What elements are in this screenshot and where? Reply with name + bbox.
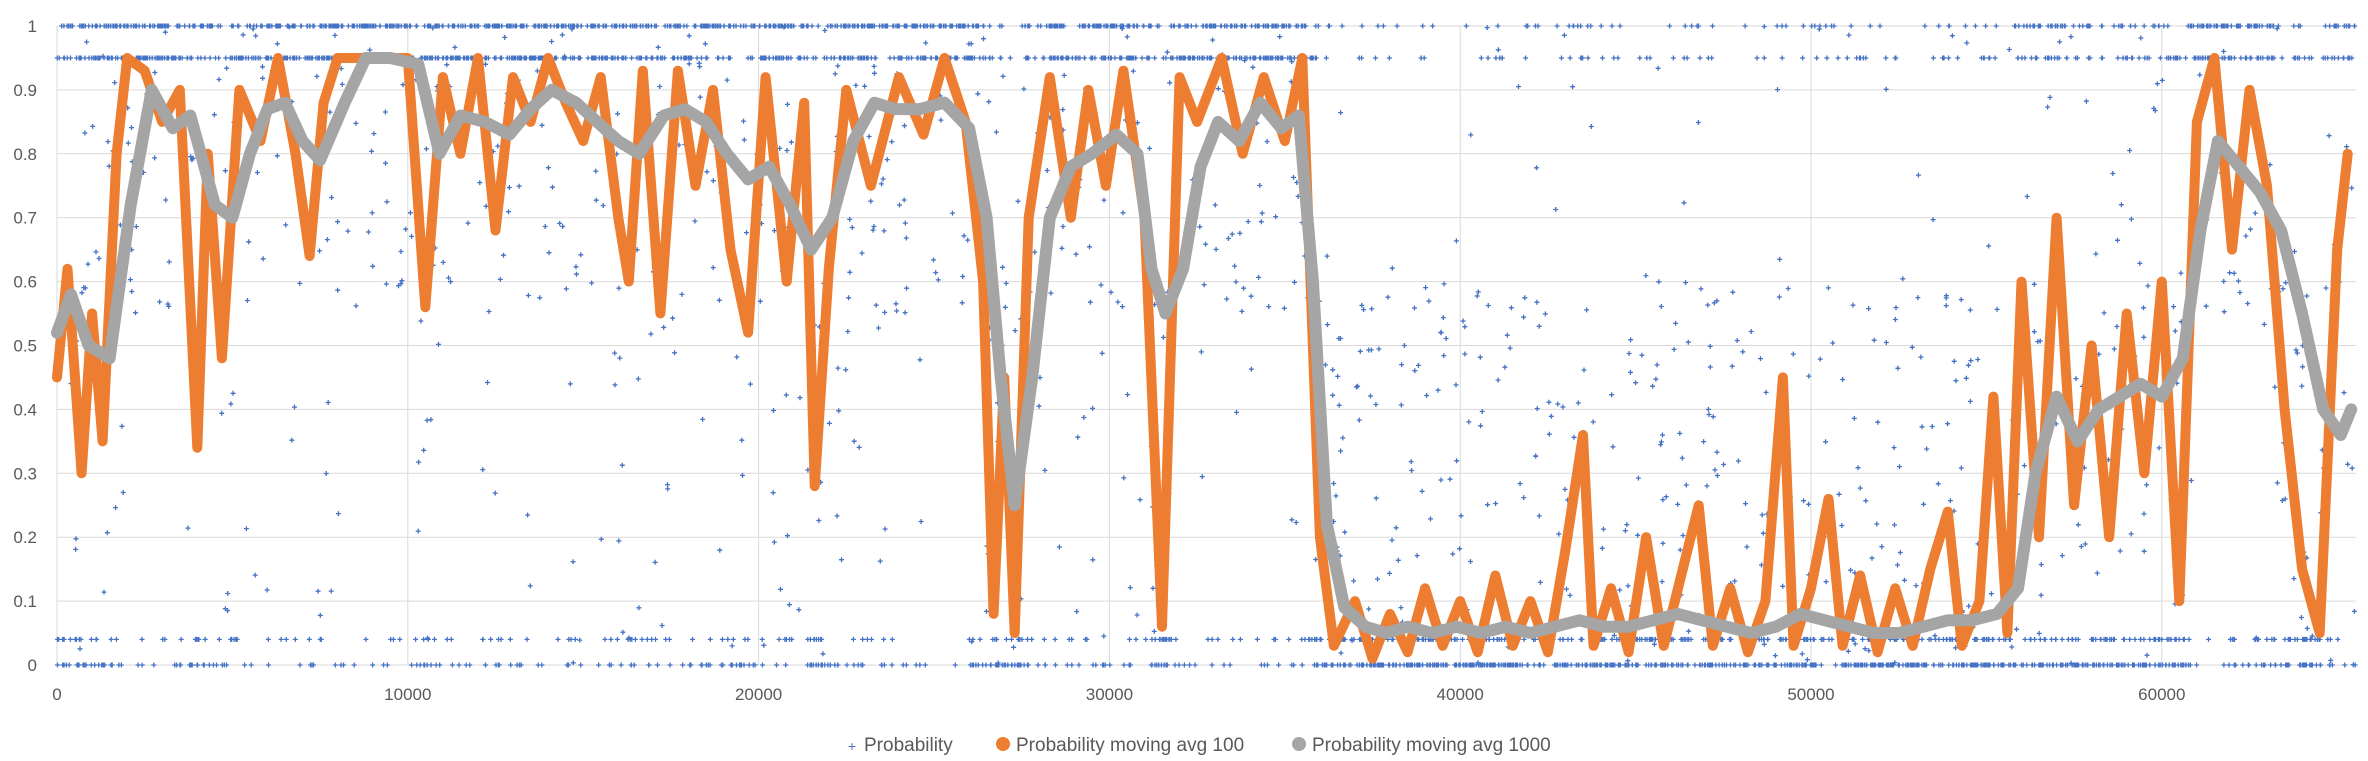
y-tick-label: 1	[28, 17, 37, 36]
y-axis-ticks: 0 0.1 0.2 0.3 0.4 0.5 0.6 0.7 0.8 0.9 1	[13, 17, 37, 675]
y-tick-label: 0.4	[13, 400, 37, 419]
y-tick-label: 0.1	[13, 592, 37, 611]
y-tick-label: 0.7	[13, 209, 37, 228]
legend-item-probability[interactable]: + Probability	[848, 735, 953, 756]
x-tick-label: 40000	[1437, 685, 1484, 704]
line-moving-avg-100	[52, 53, 2353, 664]
x-tick-label: 0	[52, 685, 61, 704]
legend-item-moving-avg-100[interactable]: Probability moving avg 100	[996, 735, 1244, 756]
y-tick-label: 0.8	[13, 145, 37, 164]
legend-label-moving-avg-100: Probability moving avg 100	[1016, 735, 1244, 756]
y-tick-label: 0.6	[13, 273, 37, 292]
y-tick-label: 0.9	[13, 81, 37, 100]
x-tick-label: 50000	[1787, 685, 1834, 704]
legend-label-moving-avg-1000: Probability moving avg 1000	[1312, 735, 1551, 756]
y-tick-label: 0.2	[13, 528, 37, 547]
series-moving-avg-1000	[51, 52, 2358, 639]
legend-marker-moving-avg-100	[996, 737, 1010, 751]
x-tick-label: 30000	[1086, 685, 1133, 704]
y-tick-label: 0	[28, 656, 37, 675]
x-tick-label: 10000	[384, 685, 431, 704]
legend-marker-moving-avg-1000	[1292, 737, 1306, 751]
x-axis-ticks: 0 10000 20000 30000 40000 50000 60000	[52, 685, 2185, 704]
legend-item-moving-avg-1000[interactable]: Probability moving avg 1000	[1292, 735, 1551, 756]
legend-marker-probability: +	[848, 738, 856, 754]
line-moving-avg-1000	[51, 52, 2358, 639]
y-tick-label: 0.3	[13, 464, 37, 483]
y-tick-label: 0.5	[13, 337, 37, 356]
legend: + Probability Probability moving avg 100…	[848, 735, 1551, 756]
series-moving-avg-100	[52, 53, 2353, 664]
x-tick-label: 60000	[2138, 685, 2185, 704]
legend-label-probability: Probability	[864, 735, 953, 756]
x-tick-label: 20000	[735, 685, 782, 704]
